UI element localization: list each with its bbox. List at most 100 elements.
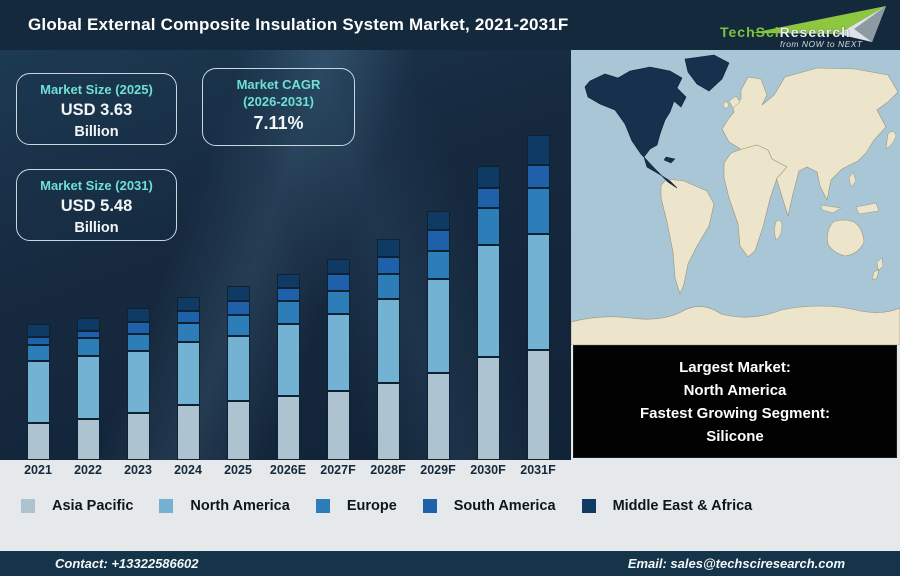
- logo-brand-primary: TechSci: [720, 24, 780, 40]
- bar-segment-north-america: [376, 298, 400, 383]
- legend-label: Middle East & Africa: [612, 498, 753, 514]
- logo-arrow-icon: [752, 6, 886, 42]
- bar-segment-south-america: [426, 230, 450, 251]
- x-axis-label-2028F: 2028F: [370, 463, 406, 477]
- bar-segment-asia-pacific: [126, 413, 150, 460]
- legend-swatch-icon: [315, 499, 330, 513]
- footer-bar: Contact: +13322586602 Email: sales@techs…: [0, 551, 900, 576]
- map-south-america: [660, 178, 715, 295]
- bar-segment-europe: [26, 344, 50, 361]
- logo-tagline: from NOW to NEXT: [780, 39, 863, 49]
- bar-segment-middle-east-africa: [226, 286, 250, 301]
- bar-segment-asia-pacific: [76, 419, 100, 460]
- techsci-logo: TechSciResearch from NOW to NEXT: [702, 2, 892, 49]
- bar-segment-south-america: [326, 273, 350, 292]
- bottom-strip: 2021 2022 2023 2024 2025 2026E 2027F 2028F 2029F…: [0, 460, 900, 551]
- page-title: Global External Composite Insulation Sys…: [28, 15, 569, 34]
- bar-segment-europe: [526, 188, 550, 234]
- legend-label: South America: [453, 498, 556, 514]
- callout-line: Largest Market:: [679, 358, 791, 376]
- legend-item-europe: Europe: [315, 498, 397, 514]
- bar-segment-asia-pacific: [276, 396, 300, 460]
- x-axis-label-2025: 2025: [224, 463, 252, 477]
- x-axis-label-2021: 2021: [24, 463, 52, 477]
- bar-segment-asia-pacific: [376, 382, 400, 460]
- map-ireland: [722, 100, 730, 110]
- x-axis-label-2031F: 2031F: [520, 463, 556, 477]
- bar-segment-europe: [276, 301, 300, 325]
- bar-2022: [76, 317, 100, 460]
- map-philippines: [848, 171, 857, 188]
- bar-segment-south-america: [176, 311, 200, 324]
- info-box-title-line2: (2026-2031): [243, 94, 314, 109]
- x-axis-label-2030F: 2030F: [470, 463, 506, 477]
- map-japan: [885, 131, 897, 150]
- legend-item-middle-east-africa: Middle East & Africa: [581, 498, 753, 514]
- world-map: [570, 50, 900, 346]
- largest-market-callout: Largest Market: North America Fastest Gr…: [573, 345, 897, 458]
- bar-segment-north-america: [126, 350, 150, 414]
- bar-2026E: [276, 273, 300, 460]
- logo-wordmark: TechSciResearch: [720, 24, 851, 40]
- legend-item-asia-pacific: Asia Pacific: [21, 498, 133, 514]
- map-new-guinea: [855, 202, 880, 215]
- x-axis-labels: 2021 2022 2023 2024 2025 2026E 2027F 2028F 2029F…: [0, 463, 571, 481]
- info-box-unit: Billion: [74, 220, 119, 236]
- bar-segment-europe: [226, 315, 250, 337]
- map-uk: [728, 95, 741, 109]
- bar-segment-north-america: [526, 233, 550, 351]
- bar-segment-asia-pacific: [526, 350, 550, 460]
- bar-segment-europe: [426, 250, 450, 279]
- chart-panel: Market Size (2025) USD 3.63 Billion Mark…: [0, 50, 571, 460]
- bar-2027F: [326, 259, 350, 460]
- bar-segment-south-america: [76, 330, 100, 339]
- bar-segment-europe: [176, 323, 200, 343]
- bar-2031F: [526, 135, 550, 460]
- bar-2021: [26, 324, 50, 460]
- stacked-bar-chart: [0, 50, 571, 460]
- bar-2023: [126, 307, 150, 460]
- map-indonesia: [820, 204, 842, 214]
- bar-segment-north-america: [426, 278, 450, 373]
- bar-segment-middle-east-africa: [76, 317, 100, 331]
- contact-phone: Contact: +13322586602: [55, 556, 199, 571]
- legend-item-north-america: North America: [159, 498, 290, 514]
- bar-segment-south-america: [126, 322, 150, 334]
- legend-swatch-icon: [21, 499, 35, 513]
- market-cagr-box: Market CAGR (2026-2031) 7.11%: [202, 68, 355, 146]
- bar-segment-south-america: [26, 337, 50, 345]
- map-australia: [826, 219, 865, 257]
- bar-segment-middle-east-africa: [426, 211, 450, 231]
- bar-segment-asia-pacific: [326, 391, 350, 460]
- bar-segment-south-america: [376, 256, 400, 274]
- bar-segment-europe: [126, 333, 150, 351]
- bar-segment-middle-east-africa: [376, 238, 400, 257]
- bar-segment-north-america: [76, 356, 100, 420]
- x-axis-label-2027F: 2027F: [320, 463, 356, 477]
- bar-segment-asia-pacific: [476, 356, 500, 460]
- info-box-value: USD 3.63: [60, 101, 133, 119]
- bar-segment-north-america: [476, 244, 500, 357]
- map-new-zealand: [871, 257, 884, 281]
- legend-swatch-icon: [159, 499, 174, 513]
- legend-label: Asia Pacific: [52, 498, 134, 514]
- bar-segment-north-america: [176, 342, 200, 405]
- logo-brand-secondary: Research: [779, 24, 851, 40]
- market-size-2025-box: Market Size (2025) USD 3.63 Billion: [16, 73, 177, 145]
- bar-2024: [176, 296, 200, 460]
- bar-segment-south-america: [226, 300, 250, 316]
- contact-email: Email: sales@techsciresearch.com: [627, 556, 845, 571]
- market-size-2031-box: Market Size (2031) USD 5.48 Billion: [16, 169, 177, 241]
- info-box-title: Market Size (2025): [40, 82, 153, 97]
- legend-item-south-america: South America: [422, 498, 556, 514]
- bar-segment-middle-east-africa: [176, 296, 200, 312]
- x-axis-label-2023: 2023: [124, 463, 152, 477]
- bar-segment-middle-east-africa: [276, 273, 300, 289]
- info-box-title: Market Size (2031): [40, 178, 153, 193]
- bar-2028F: [376, 238, 400, 460]
- map-africa: [723, 144, 788, 258]
- bar-2029F: [426, 211, 450, 460]
- map-north-america-highlight: [584, 66, 687, 189]
- bar-segment-europe: [376, 273, 400, 299]
- x-axis-label-2022: 2022: [74, 463, 102, 477]
